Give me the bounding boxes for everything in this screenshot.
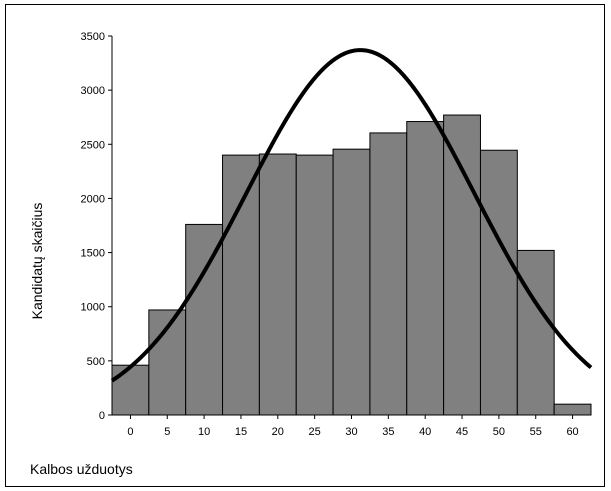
normal-curve bbox=[110, 48, 593, 383]
x-tick-label: 55 bbox=[530, 426, 542, 438]
x-tick-label: 35 bbox=[382, 426, 394, 438]
bar-10 bbox=[185, 223, 224, 416]
x-tick-label: 0 bbox=[127, 426, 133, 438]
y-tick-label: 500 bbox=[87, 356, 105, 368]
bar-50 bbox=[479, 149, 518, 416]
x-tick-label: 45 bbox=[456, 426, 468, 438]
y-axis-title: Kandidatų skaičius bbox=[29, 203, 45, 320]
bar-0 bbox=[111, 364, 150, 416]
y-tick-label: 0 bbox=[99, 410, 105, 422]
y-tick-label: 1000 bbox=[81, 302, 105, 314]
bar-35 bbox=[369, 132, 408, 416]
chart-frame: 0 500 1000 1500 2000 2500 3000 3500 0 5 10 15 20 25 30… bbox=[5, 4, 605, 487]
bar-30 bbox=[332, 148, 371, 416]
x-tick-label: 20 bbox=[272, 426, 284, 438]
x-tick-label: 15 bbox=[235, 426, 247, 438]
bar-45 bbox=[443, 114, 481, 416]
y-tick-label: 2000 bbox=[81, 193, 105, 205]
x-tick-label: 30 bbox=[345, 426, 357, 438]
y-tick-label: 1500 bbox=[81, 248, 105, 260]
bar-20 bbox=[258, 153, 297, 416]
bar-15 bbox=[222, 154, 260, 416]
bar-40 bbox=[406, 121, 445, 416]
x-tick-label: 60 bbox=[566, 426, 578, 438]
x-tick-label: 50 bbox=[493, 426, 505, 438]
axes-group: 0 500 1000 1500 2000 2500 3000 3500 0 5 10 15 20 25 30… bbox=[81, 31, 591, 438]
labels-group: Kandidatų skaičius Kalbos užduotys bbox=[29, 203, 133, 477]
histogram-chart: 0 500 1000 1500 2000 2500 3000 3500 0 5 10 15 20 25 30… bbox=[29, 31, 593, 477]
normal-curve-group bbox=[110, 48, 593, 383]
y-tick-label: 3000 bbox=[81, 85, 105, 97]
bar-60 bbox=[553, 403, 592, 416]
y-tick-label: 2500 bbox=[81, 139, 105, 151]
x-axis-title: Kalbos užduotys bbox=[30, 461, 133, 477]
x-tick-label: 10 bbox=[198, 426, 210, 438]
bar-55 bbox=[516, 249, 555, 416]
bar-25 bbox=[295, 154, 334, 416]
x-tick-label: 40 bbox=[419, 426, 431, 438]
bars-group bbox=[111, 114, 592, 416]
x-tick-label: 25 bbox=[309, 426, 321, 438]
x-tick-label: 5 bbox=[164, 426, 170, 438]
y-tick-label: 3500 bbox=[81, 31, 105, 43]
